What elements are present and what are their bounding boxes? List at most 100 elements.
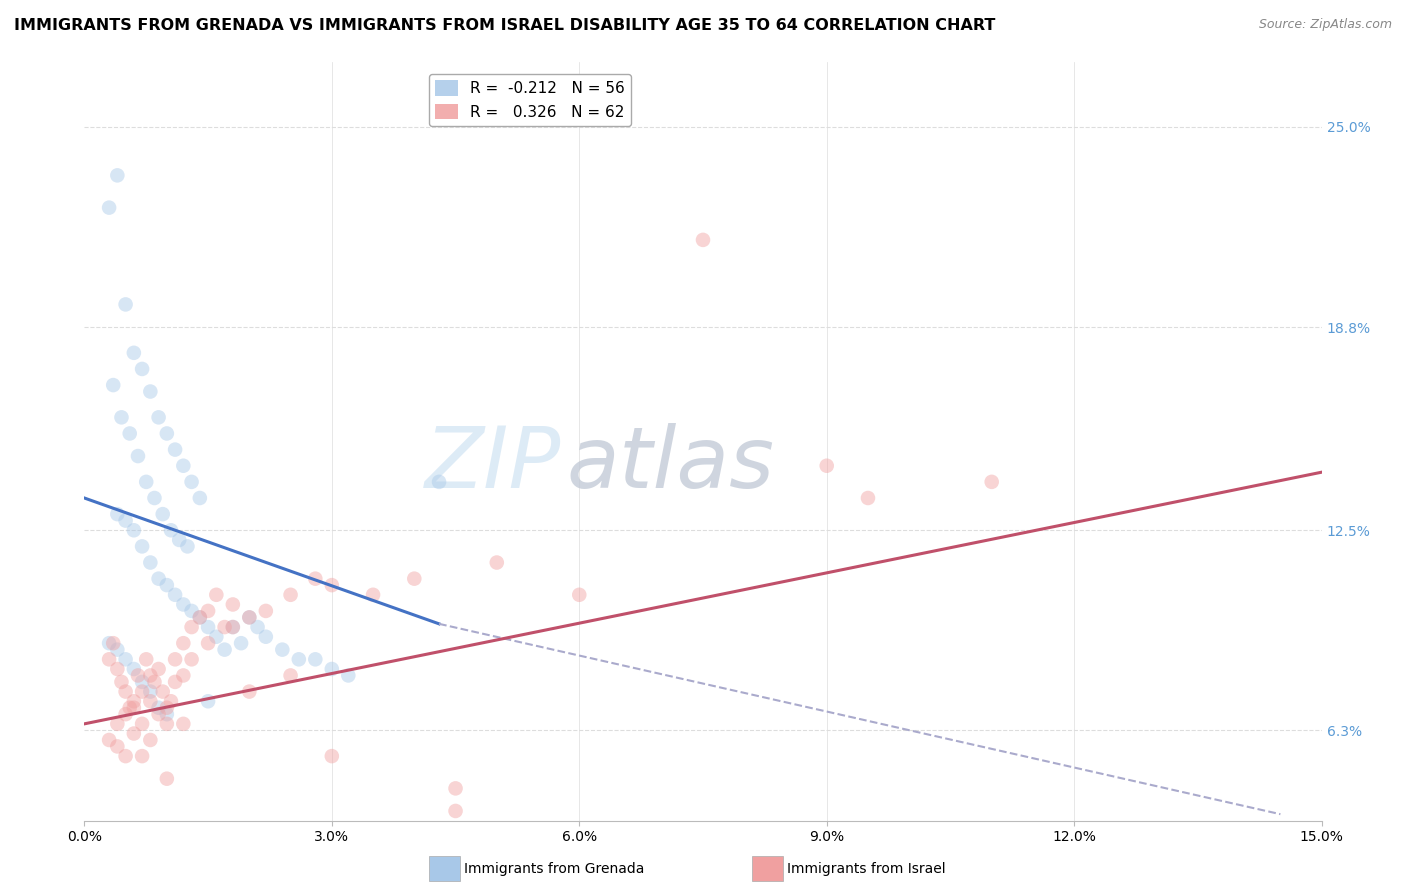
Text: Immigrants from Israel: Immigrants from Israel	[787, 862, 946, 876]
Point	[114, 684, 136, 698]
Point	[176, 540, 198, 554]
Point	[165, 652, 187, 666]
Point	[156, 707, 179, 722]
Point	[103, 636, 125, 650]
Point	[148, 410, 170, 425]
Point	[214, 642, 236, 657]
Point	[568, 588, 591, 602]
Point	[122, 662, 145, 676]
Point	[139, 694, 162, 708]
Point	[156, 716, 179, 731]
Point	[692, 233, 714, 247]
Point	[254, 630, 277, 644]
Point	[114, 749, 136, 764]
Point	[815, 458, 838, 473]
Point	[114, 514, 136, 528]
Point	[122, 700, 145, 714]
Point	[321, 662, 343, 676]
Point	[172, 636, 194, 650]
Point	[105, 507, 128, 521]
Text: atlas: atlas	[567, 423, 775, 506]
Point	[321, 578, 343, 592]
Point	[197, 604, 219, 618]
Point	[131, 674, 153, 689]
Point	[188, 491, 211, 505]
Point	[135, 475, 157, 489]
Point	[485, 556, 508, 570]
Point	[105, 739, 128, 754]
Point	[304, 652, 326, 666]
Point	[197, 636, 219, 650]
Point	[172, 716, 194, 731]
Point	[197, 620, 219, 634]
Text: Source: ZipAtlas.com: Source: ZipAtlas.com	[1258, 18, 1392, 31]
Point	[856, 491, 879, 505]
Point	[139, 384, 162, 399]
Point	[105, 662, 128, 676]
Point	[404, 572, 426, 586]
Point	[131, 362, 153, 376]
Point	[205, 630, 228, 644]
Point	[110, 674, 132, 689]
Point	[222, 620, 245, 634]
Point	[180, 604, 202, 618]
Point	[222, 620, 245, 634]
Point	[238, 610, 260, 624]
Point	[131, 540, 153, 554]
Point	[214, 620, 236, 634]
Point	[444, 781, 467, 796]
Point	[188, 610, 211, 624]
Point	[180, 475, 202, 489]
Point	[222, 598, 245, 612]
Point	[131, 684, 153, 698]
Point	[280, 588, 302, 602]
Point	[165, 442, 187, 457]
Point	[131, 749, 153, 764]
Point	[160, 694, 183, 708]
Point	[122, 346, 145, 360]
Point	[172, 668, 194, 682]
Point	[238, 610, 260, 624]
Point	[280, 668, 302, 682]
Point	[205, 588, 228, 602]
Point	[229, 636, 252, 650]
Point	[180, 620, 202, 634]
Point	[361, 588, 384, 602]
Text: IMMIGRANTS FROM GRENADA VS IMMIGRANTS FROM ISRAEL DISABILITY AGE 35 TO 64 CORREL: IMMIGRANTS FROM GRENADA VS IMMIGRANTS FR…	[14, 18, 995, 33]
Point	[165, 674, 187, 689]
Point	[131, 716, 153, 731]
Point	[114, 297, 136, 311]
Point	[288, 652, 311, 666]
Point	[156, 426, 179, 441]
Point	[139, 733, 162, 747]
Point	[160, 523, 183, 537]
Point	[172, 458, 194, 473]
Point	[197, 694, 219, 708]
Point	[122, 694, 145, 708]
Point	[172, 598, 194, 612]
Point	[156, 700, 179, 714]
Text: Immigrants from Grenada: Immigrants from Grenada	[464, 862, 644, 876]
Point	[143, 491, 166, 505]
Point	[148, 700, 170, 714]
Point	[139, 684, 162, 698]
Point	[98, 201, 121, 215]
Point	[114, 707, 136, 722]
Point	[156, 772, 179, 786]
Text: ZIP: ZIP	[425, 423, 561, 506]
Point	[321, 749, 343, 764]
Point	[152, 507, 174, 521]
Point	[444, 804, 467, 818]
Point	[135, 652, 157, 666]
Point	[165, 588, 187, 602]
Point	[110, 410, 132, 425]
Point	[156, 578, 179, 592]
Point	[148, 662, 170, 676]
Point	[105, 169, 128, 183]
Point	[98, 652, 121, 666]
Point	[167, 533, 190, 547]
Point	[98, 733, 121, 747]
Point	[139, 556, 162, 570]
Point	[304, 572, 326, 586]
Point	[254, 604, 277, 618]
